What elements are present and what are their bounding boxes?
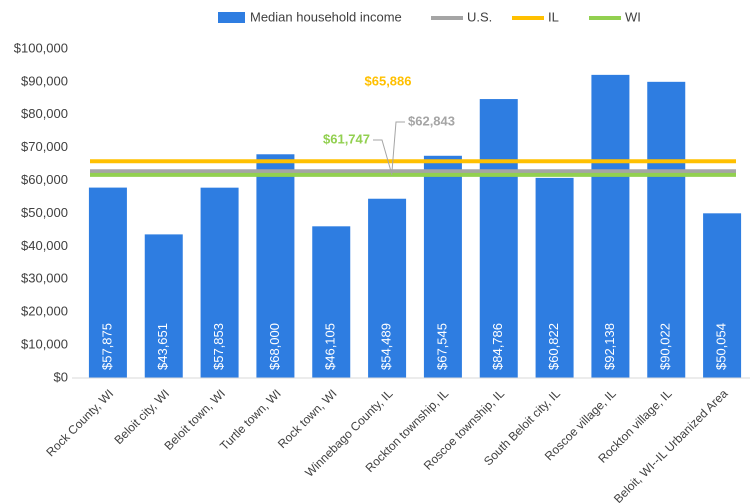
value-label: $50,054 xyxy=(714,323,729,370)
bar xyxy=(256,154,295,378)
value-label: $60,822 xyxy=(546,323,561,370)
value-label: $90,022 xyxy=(658,323,673,370)
legend-label: U.S. xyxy=(467,9,492,24)
value-label: $67,545 xyxy=(434,323,449,370)
y-tick-label: $50,000 xyxy=(21,205,68,220)
reference-label: $61,747 xyxy=(323,131,370,146)
bar xyxy=(200,187,239,378)
y-tick-label: $10,000 xyxy=(21,337,68,352)
bar xyxy=(88,187,127,378)
bar xyxy=(479,99,518,378)
y-tick-label: $80,000 xyxy=(21,106,68,121)
bar xyxy=(703,213,742,378)
value-label: $84,786 xyxy=(490,323,505,370)
y-tick-label: $40,000 xyxy=(21,238,68,253)
bar xyxy=(647,81,686,378)
x-tick-label: Beloit city, WI xyxy=(111,386,172,447)
value-label: $43,651 xyxy=(155,323,170,370)
bar xyxy=(423,155,462,378)
x-tick-label: Rock County, WI xyxy=(43,386,116,459)
legend-swatch xyxy=(218,12,245,23)
value-label: $68,000 xyxy=(267,323,282,370)
value-label: $57,853 xyxy=(211,323,226,370)
y-tick-label: $0 xyxy=(54,369,68,384)
value-label: $57,875 xyxy=(99,323,114,370)
y-tick-label: $70,000 xyxy=(21,139,68,154)
value-label: $46,105 xyxy=(323,323,338,370)
y-tick-label: $20,000 xyxy=(21,304,68,319)
y-tick-label: $100,000 xyxy=(14,40,68,55)
bar xyxy=(535,177,574,378)
reference-label: $65,886 xyxy=(365,73,412,88)
y-tick-label: $30,000 xyxy=(21,271,68,286)
leader-line xyxy=(391,121,405,172)
value-label: $92,138 xyxy=(602,323,617,370)
legend-label: IL xyxy=(548,9,559,24)
bar xyxy=(368,198,407,378)
bar xyxy=(591,74,630,379)
bar xyxy=(144,234,183,378)
value-label: $54,489 xyxy=(379,323,394,370)
reference-label: $62,843 xyxy=(408,113,455,128)
legend-label: Median household income xyxy=(250,9,402,24)
y-tick-label: $90,000 xyxy=(21,73,68,88)
bar xyxy=(312,226,351,378)
x-tick-label: Beloit, WI--IL Urbanized Area xyxy=(611,386,731,503)
legend-label: WI xyxy=(625,9,641,24)
leader-line xyxy=(373,139,393,175)
y-tick-label: $60,000 xyxy=(21,172,68,187)
